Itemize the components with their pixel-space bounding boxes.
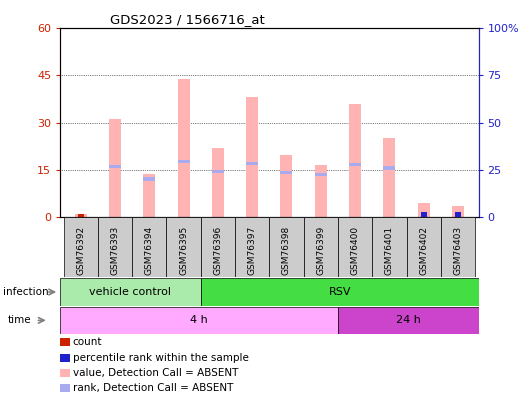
Bar [349,163,361,166]
Text: value, Detection Call = ABSENT: value, Detection Call = ABSENT [73,368,238,378]
Bar [315,173,327,176]
Text: 4 h: 4 h [190,315,208,325]
Bar [178,160,190,163]
Bar [212,170,224,173]
Text: rank, Detection Call = ABSENT: rank, Detection Call = ABSENT [73,384,233,393]
Bar [338,217,372,277]
Text: GSM76398: GSM76398 [282,226,291,275]
Bar [212,147,224,217]
Text: 24 h: 24 h [396,315,420,325]
Bar [280,171,292,174]
Bar [269,217,304,277]
Bar [201,217,235,277]
Bar [109,165,121,168]
Text: GSM76403: GSM76403 [453,226,462,275]
Bar [75,214,87,217]
Bar [98,217,132,277]
Text: percentile rank within the sample: percentile rank within the sample [73,353,248,362]
Bar [315,165,327,217]
Text: GSM76397: GSM76397 [248,226,257,275]
Text: GSM76395: GSM76395 [179,226,188,275]
Bar [280,156,292,217]
Bar [78,213,84,217]
Bar [383,166,395,170]
Text: GSM76402: GSM76402 [419,226,428,275]
Bar [304,217,338,277]
Text: GSM76393: GSM76393 [110,226,120,275]
Text: GSM76394: GSM76394 [145,226,154,275]
Bar [143,174,155,217]
Bar [201,278,479,306]
Text: RSV: RSV [328,287,351,297]
Bar [406,217,441,277]
Bar [383,138,395,217]
Text: count: count [73,337,102,347]
Bar [166,217,201,277]
Bar [452,206,464,217]
Text: infection: infection [3,287,48,297]
Bar [235,217,269,277]
Text: GSM76392: GSM76392 [76,226,85,275]
Bar [418,202,430,217]
Bar [420,212,427,217]
Bar [246,162,258,165]
Text: GDS2023 / 1566716_at: GDS2023 / 1566716_at [110,13,265,26]
Bar [441,217,475,277]
Bar [60,307,338,334]
Bar [372,217,406,277]
Text: GSM76399: GSM76399 [316,226,325,275]
Bar [349,104,361,217]
Bar [64,217,98,277]
Bar [338,307,479,334]
Text: GSM76396: GSM76396 [213,226,222,275]
Bar [246,97,258,217]
Bar [143,177,155,181]
Text: GSM76401: GSM76401 [385,226,394,275]
Text: time: time [8,315,31,325]
Bar [60,278,201,306]
Bar [178,79,190,217]
Text: GSM76400: GSM76400 [350,226,360,275]
Bar [132,217,166,277]
Text: vehicle control: vehicle control [89,287,172,297]
Bar [455,212,461,217]
Bar [109,119,121,217]
